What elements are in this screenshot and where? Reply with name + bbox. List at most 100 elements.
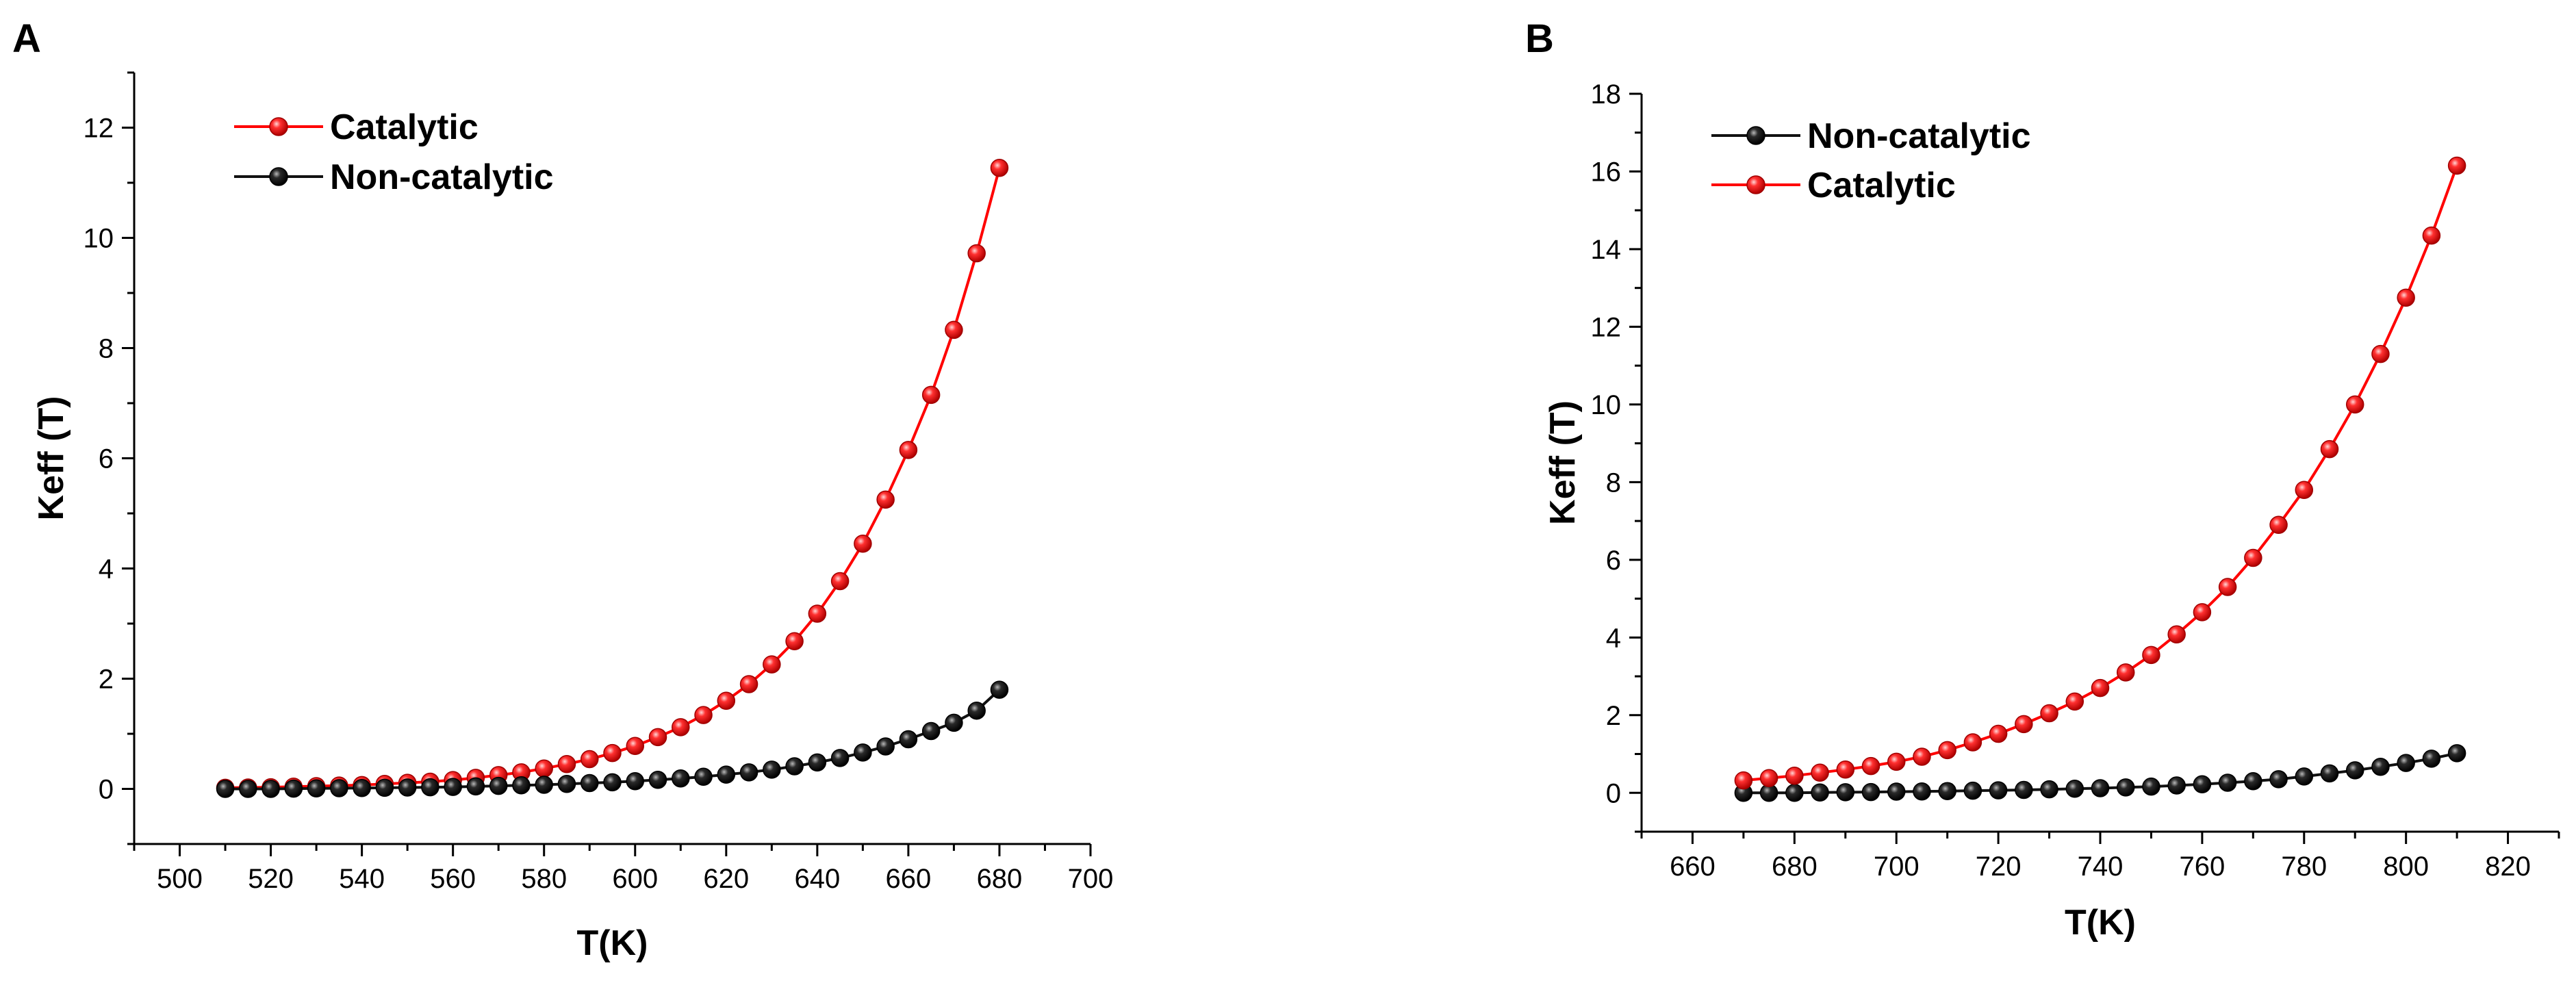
- legend-marker: [269, 117, 288, 136]
- legend-label: Non-catalytic: [330, 157, 554, 197]
- data-point-non-catalytic: [1861, 782, 1880, 802]
- x-tick-label: 760: [2180, 852, 2226, 882]
- data-point-non-catalytic: [2116, 778, 2135, 797]
- data-point-non-catalytic: [603, 773, 622, 792]
- data-point-non-catalytic: [2065, 780, 2084, 798]
- legend-label: Non-catalytic: [1807, 116, 2031, 156]
- data-point-non-catalytic: [421, 778, 439, 797]
- data-point-catalytic: [2040, 704, 2058, 723]
- data-point-non-catalytic: [398, 778, 417, 797]
- data-point-catalytic: [2269, 515, 2288, 535]
- series-line-catalytic: [225, 167, 1001, 789]
- data-point-non-catalytic: [1887, 782, 1906, 801]
- data-point-non-catalytic: [353, 779, 371, 797]
- y-tick-label: 16: [1591, 157, 1622, 187]
- data-point-catalytic: [2422, 226, 2441, 245]
- data-point-non-catalytic: [763, 760, 781, 779]
- data-point-non-catalytic: [830, 749, 850, 767]
- data-point-non-catalytic: [967, 701, 986, 720]
- y-tick-label: 18: [1591, 79, 1622, 110]
- y-tick-label: 6: [99, 444, 114, 474]
- x-tick-label: 820: [2485, 852, 2531, 882]
- data-point-non-catalytic: [512, 776, 531, 795]
- data-point-non-catalytic: [854, 743, 872, 762]
- data-point-catalytic: [899, 441, 918, 459]
- data-point-catalytic: [739, 675, 758, 693]
- data-point-non-catalytic: [1913, 782, 1931, 801]
- data-point-catalytic: [854, 535, 872, 553]
- data-point-non-catalytic: [739, 763, 758, 782]
- data-point-catalytic: [557, 755, 576, 773]
- x-tick-label: 660: [1670, 852, 1716, 882]
- y-tick-label: 2: [1606, 701, 1621, 731]
- data-point-non-catalytic: [899, 730, 918, 749]
- data-point-non-catalytic: [2040, 780, 2058, 799]
- y-tick-label: 12: [1591, 312, 1622, 342]
- x-tick-label: 640: [794, 864, 840, 894]
- data-point-catalytic: [2244, 548, 2262, 567]
- data-point-catalytic: [1938, 741, 1956, 760]
- data-point-catalytic: [2397, 288, 2415, 307]
- data-point-non-catalytic: [2447, 744, 2466, 763]
- data-point-non-catalytic: [626, 771, 645, 791]
- data-point-catalytic: [990, 159, 1009, 177]
- data-point-catalytic: [694, 706, 713, 724]
- x-tick-label: 500: [157, 864, 203, 894]
- y-tick-label: 6: [1606, 546, 1621, 576]
- panel-a: A 500 520 540 560 580 600 620 640 660 680 700 0 2 4 6 8…: [12, 16, 1113, 963]
- panel-a-label: A: [12, 16, 41, 61]
- data-point-non-catalytic: [2345, 761, 2364, 780]
- data-point-catalytic: [1734, 771, 1753, 790]
- data-point-catalytic: [2320, 439, 2339, 459]
- data-point-non-catalytic: [2397, 754, 2415, 772]
- data-point-catalytic: [2193, 603, 2212, 622]
- x-tick-label: 620: [703, 864, 749, 894]
- x-tick-label: 560: [430, 864, 476, 894]
- data-point-catalytic: [2167, 625, 2186, 644]
- data-point-non-catalytic: [262, 780, 280, 798]
- data-point-non-catalytic: [466, 777, 485, 796]
- data-point-catalytic: [717, 691, 736, 710]
- x-tick-label: 600: [612, 864, 658, 894]
- y-axis-title: Keff (T): [1543, 400, 1583, 525]
- data-point-catalytic: [2218, 578, 2237, 596]
- data-point-catalytic: [1811, 763, 1829, 782]
- x-tick-label: 700: [1874, 852, 1920, 882]
- data-point-non-catalytic: [2320, 764, 2339, 783]
- data-point-catalytic: [2295, 481, 2314, 499]
- data-point-catalytic: [626, 737, 645, 755]
- data-point-non-catalytic: [1785, 784, 1804, 802]
- data-point-non-catalytic: [330, 779, 348, 797]
- data-point-non-catalytic: [945, 713, 963, 732]
- data-point-non-catalytic: [808, 753, 827, 772]
- data-point-catalytic: [2345, 395, 2364, 414]
- data-point-non-catalytic: [284, 779, 303, 798]
- data-point-non-catalytic: [876, 737, 895, 756]
- x-tick-label: 800: [2383, 852, 2429, 882]
- x-axis-title: T(K): [577, 923, 648, 963]
- data-point-catalytic: [2142, 645, 2160, 665]
- data-point-non-catalytic: [694, 767, 713, 786]
- y-tick-label: 4: [1606, 623, 1621, 653]
- data-point-catalytic: [1913, 747, 1931, 766]
- data-point-non-catalytic: [2422, 750, 2441, 768]
- data-point-catalytic: [1836, 760, 1855, 779]
- data-point-non-catalytic: [672, 769, 690, 788]
- x-tick-label: 780: [2281, 852, 2327, 882]
- y-tick-label: 8: [1606, 468, 1621, 498]
- data-point-catalytic: [648, 728, 667, 747]
- x-tick-label: 740: [2078, 852, 2124, 882]
- data-point-non-catalytic: [216, 780, 235, 798]
- data-point-catalytic: [2116, 663, 2135, 682]
- y-tick-label: 0: [1606, 778, 1621, 808]
- y-tick-label: 10: [84, 224, 114, 254]
- data-point-non-catalytic: [990, 680, 1009, 699]
- data-point-catalytic: [2371, 344, 2390, 363]
- x-tick-label: 700: [1068, 864, 1114, 894]
- data-point-catalytic: [1785, 767, 1804, 785]
- data-point-catalytic: [672, 718, 690, 737]
- data-point-non-catalytic: [1938, 782, 1956, 800]
- x-tick-label: 720: [1976, 852, 2022, 882]
- legend-marker: [1746, 126, 1765, 145]
